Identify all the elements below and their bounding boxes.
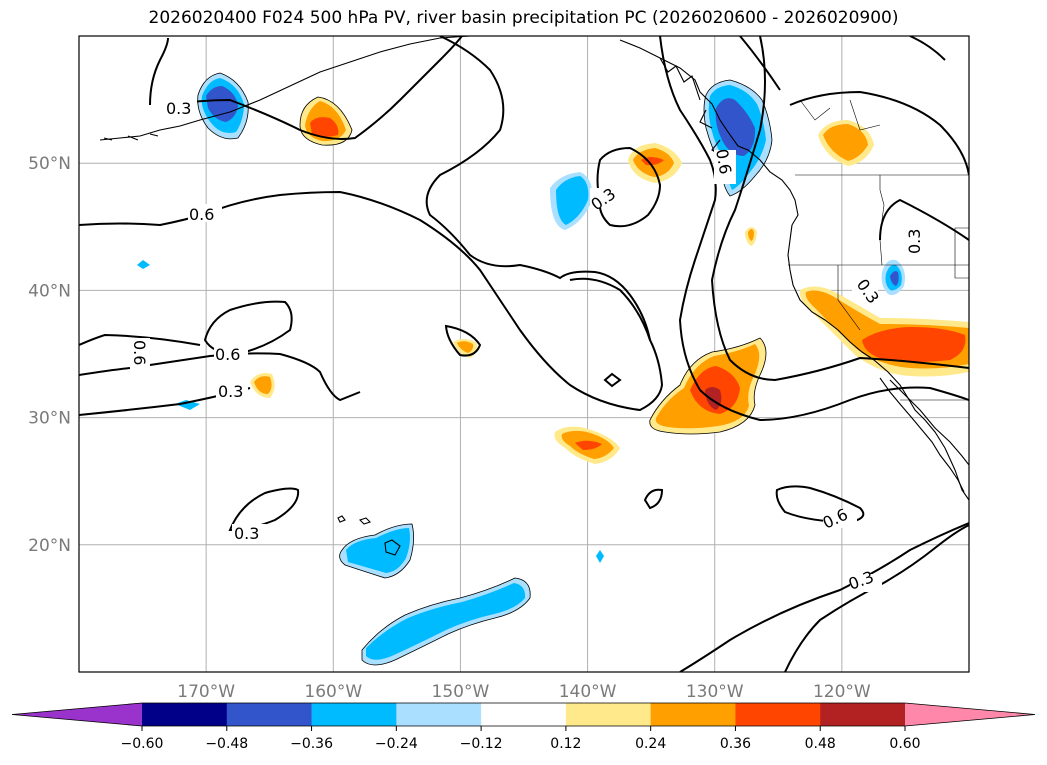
shading-outlines [197, 72, 773, 666]
coastlines [99, 36, 969, 556]
colorbar-segment [481, 703, 567, 726]
colorbar-tick-label: −0.60 [121, 736, 164, 752]
precip-negative-shading [137, 73, 905, 665]
colorbar-tick-label: 0.12 [550, 736, 581, 752]
lat-tick-label: 30°N [28, 409, 71, 429]
contour-label: 0.3 [905, 229, 924, 254]
colorbar-tick-label: −0.24 [375, 736, 418, 752]
contour-label: 0.3 [218, 382, 243, 401]
colorbar-tick-label: 0.36 [720, 736, 751, 752]
lat-tick-label: 20°N [28, 536, 71, 556]
political-borders [788, 99, 969, 401]
lon-tick-label: 140°W [559, 682, 617, 702]
colorbar-segment [650, 703, 736, 726]
colorbar-segment [311, 703, 397, 726]
map-title: 2026020400 F024 500 hPa PV, river basin … [148, 8, 899, 28]
colorbar-segment [396, 703, 482, 726]
latitude-labels: 50°N 40°N 30°N 20°N [28, 154, 71, 556]
colorbar-segment [565, 703, 652, 726]
colorbar: −0.60 −0.48 −0.36 −0.24 −0.12 0.12 0.24 0.36 0.4… [11, 702, 1036, 752]
contour-label: 0.6 [712, 147, 735, 175]
colorbar-tick-label: 0.24 [635, 736, 666, 752]
colorbar-segment [820, 703, 906, 726]
lon-tick-label: 170°W [177, 682, 235, 702]
contour-label: 0.3 [166, 99, 191, 118]
contour-label: 0.6 [215, 345, 240, 364]
colorbar-segment [735, 703, 821, 726]
contour-labels: 0.3 0.3 0.3 0.3 0.3 0.3 0.3 0.6 0.6 0.6 … [130, 99, 927, 594]
plot-frame [78, 35, 970, 673]
colorbar-extend-low [12, 703, 142, 726]
colorbar-segment [142, 703, 228, 726]
colorbar-tick-label: −0.48 [205, 736, 248, 752]
contour-label: 0.6 [130, 340, 149, 365]
contour-label: 0.3 [234, 524, 259, 543]
lat-tick-label: 50°N [28, 154, 71, 174]
lon-tick-label: 120°W [813, 682, 871, 702]
precip-positive-shading [250, 97, 969, 464]
longitude-labels: 170°W 160°W 150°W 140°W 130°W 120°W [177, 682, 871, 702]
lon-tick-label: 160°W [304, 682, 362, 702]
contour-label: 0.6 [189, 205, 214, 224]
colorbar-tick-label: 0.60 [889, 736, 920, 752]
colorbar-tick-label: −0.36 [290, 736, 333, 752]
colorbar-tick-label: 0.48 [805, 736, 836, 752]
lat-tick-label: 40°N [28, 281, 71, 301]
colorbar-segment [226, 703, 313, 726]
lon-tick-label: 130°W [686, 682, 744, 702]
colorbar-extend-high [905, 703, 1035, 726]
map-content: 0.3 0.3 0.3 0.3 0.3 0.3 0.3 0.6 0.6 0.6 … [79, 36, 969, 672]
colorbar-tick-label: −0.12 [460, 736, 503, 752]
lon-tick-label: 150°W [432, 682, 490, 702]
